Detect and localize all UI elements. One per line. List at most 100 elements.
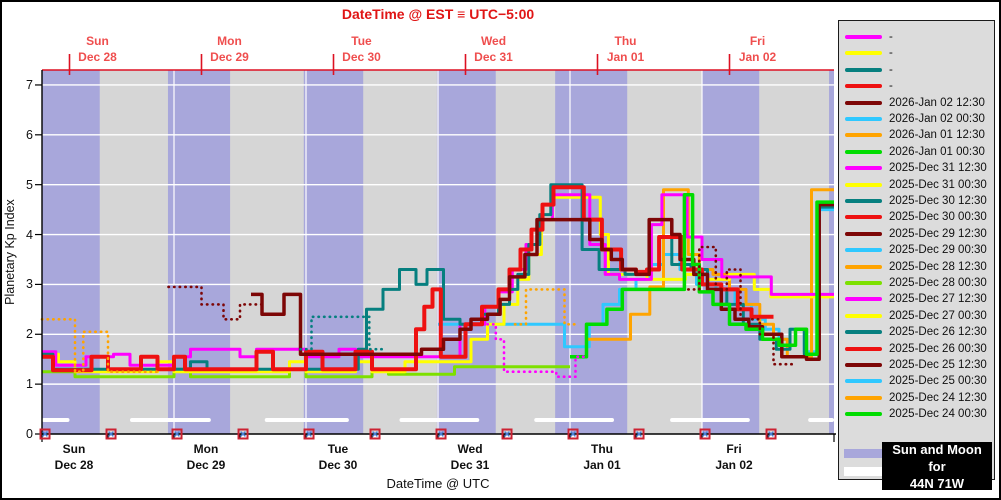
legend-item: 2025-Dec 29 12:30 — [839, 227, 994, 241]
synoptic-marker-square — [39, 428, 51, 440]
synoptic-marker-x — [372, 431, 378, 437]
moon-bar — [264, 418, 349, 423]
sun-moon-caption-line2: 44N 71W — [909, 475, 965, 491]
series-dotted-maroon-2025-Dec-29-12:30 — [167, 285, 264, 321]
moon-bar-swatch — [844, 467, 886, 476]
legend-label: - — [889, 31, 893, 43]
synoptic-marker-x — [636, 431, 642, 437]
legend-swatch — [845, 330, 882, 335]
y-tick-label: 0 — [26, 427, 33, 441]
legend-label: 2025-Dec 31 00:30 — [889, 178, 987, 191]
night-band — [303, 70, 364, 434]
synoptic-marker-square — [435, 428, 447, 440]
legend-item: 2026-Jan 01 00:30 — [839, 145, 994, 159]
moon-bar — [670, 418, 750, 423]
moon-bar — [808, 418, 834, 423]
synoptic-marker-x — [438, 431, 444, 437]
night-band — [702, 70, 760, 434]
synoptic-marker-square — [369, 428, 381, 440]
sun-moon-caption-line1: Sun and Moon for — [892, 441, 982, 474]
legend-swatch — [845, 231, 882, 236]
legend-swatch — [845, 182, 882, 187]
legend-item: 2025-Dec 30 00:30 — [839, 210, 994, 224]
top-day-weekday: Sun — [86, 34, 109, 48]
bottom-day-weekday: Sun — [62, 442, 86, 456]
synoptic-marker-square — [303, 428, 315, 440]
y-tick-label: 3 — [26, 277, 33, 292]
legend-label: 2025-Dec 25 12:30 — [889, 359, 987, 371]
top-day-date: Jan 01 — [606, 50, 645, 64]
legend-label: 2025-Dec 24 00:30 — [889, 408, 987, 421]
legend-label: 2025-Dec 29 12:30 — [889, 227, 987, 240]
synoptic-marker-x — [174, 431, 180, 437]
top-day-weekday: Tue — [351, 34, 372, 48]
series-dotted-magenta-2025-Dec-31-12:30 — [486, 323, 588, 378]
legend-label: 2026-Jan 02 00:30 — [889, 113, 985, 125]
synoptic-marker-x — [768, 431, 774, 437]
legend-swatch — [845, 67, 882, 72]
legend-swatch — [845, 379, 882, 384]
top-day-date: Dec 29 — [210, 50, 249, 64]
legend-item: 2025-Dec 26 12:30 — [839, 325, 994, 339]
night-band — [555, 70, 628, 434]
top-day-weekday: Thu — [614, 34, 637, 48]
legend-label: 2025-Dec 27 12:30 — [889, 293, 987, 306]
legend-swatch — [845, 395, 882, 400]
legend-label: 2025-Dec 26 00:30 — [889, 342, 987, 355]
top-day-weekday: Wed — [480, 34, 507, 48]
legend-label: 2025-Dec 31 12:30 — [889, 162, 987, 175]
x-axis-title: DateTime @ UTC — [386, 476, 490, 491]
legend-label: 2025-Dec 28 00:30 — [889, 277, 987, 289]
legend-swatch — [845, 35, 882, 39]
legend-item: 2025-Dec 25 12:30 — [839, 358, 994, 372]
synoptic-marker-x — [702, 431, 708, 437]
legend-item: 2025-Dec 30 12:30 — [839, 194, 994, 208]
legend-item: 2025-Dec 26 00:30 — [839, 342, 994, 356]
night-band — [42, 70, 100, 434]
legend-swatch — [845, 133, 882, 138]
synoptic-marker-square — [699, 428, 711, 440]
bottom-day-weekday: Fri — [726, 442, 742, 456]
legend-swatch — [845, 264, 882, 269]
night-band — [436, 70, 496, 434]
legend-swatch — [845, 313, 882, 318]
legend-label: 2025-Dec 25 00:30 — [889, 375, 987, 388]
series-dotted-orange-2025-Dec-28-12:30 — [40, 318, 159, 373]
legend-item: - — [839, 79, 994, 93]
sun-moon-caption: Sun and Moon for 44N 71W — [882, 441, 992, 491]
legend-item: 2025-Dec 31 00:30 — [839, 178, 994, 192]
legend-item: 2025-Dec 27 00:30 — [839, 309, 994, 323]
legend-swatch — [845, 51, 882, 56]
synoptic-marker-square — [765, 428, 777, 440]
legend-item: 2026-Jan 02 12:30 — [839, 96, 994, 110]
y-tick-label: 2 — [26, 327, 33, 342]
synoptic-marker-square — [633, 428, 645, 440]
bottom-day-date: Jan 02 — [715, 458, 753, 472]
synoptic-marker-x — [42, 431, 48, 437]
synoptic-marker-square — [171, 428, 183, 440]
synoptic-marker-square — [105, 428, 117, 440]
moon-bar — [399, 418, 480, 423]
y-tick-label: 6 — [26, 127, 33, 142]
moon-bar — [534, 418, 614, 423]
bottom-day-date: Jan 01 — [583, 458, 621, 472]
legend-swatch — [845, 166, 882, 171]
legend-item: - — [839, 30, 994, 44]
legend-item: 2025-Dec 27 12:30 — [839, 292, 994, 306]
top-day-weekday: Mon — [217, 34, 242, 48]
moon-bar — [130, 418, 211, 423]
legend-swatch — [845, 346, 882, 351]
synoptic-marker-x — [108, 431, 114, 437]
bottom-day-weekday: Wed — [457, 442, 483, 456]
synoptic-marker-square — [237, 428, 249, 440]
bottom-day-weekday: Tue — [327, 442, 349, 456]
legend-swatch — [845, 412, 882, 417]
series-green-2026-Jan-01-00:30 — [570, 192, 834, 359]
bottom-day-date: Dec 31 — [450, 458, 490, 472]
legend-label: - — [889, 80, 893, 93]
legend-swatch — [845, 117, 882, 121]
legend-swatch — [845, 248, 882, 253]
synoptic-marker-x — [240, 431, 246, 437]
legend-item: 2025-Dec 28 00:30 — [839, 276, 994, 290]
